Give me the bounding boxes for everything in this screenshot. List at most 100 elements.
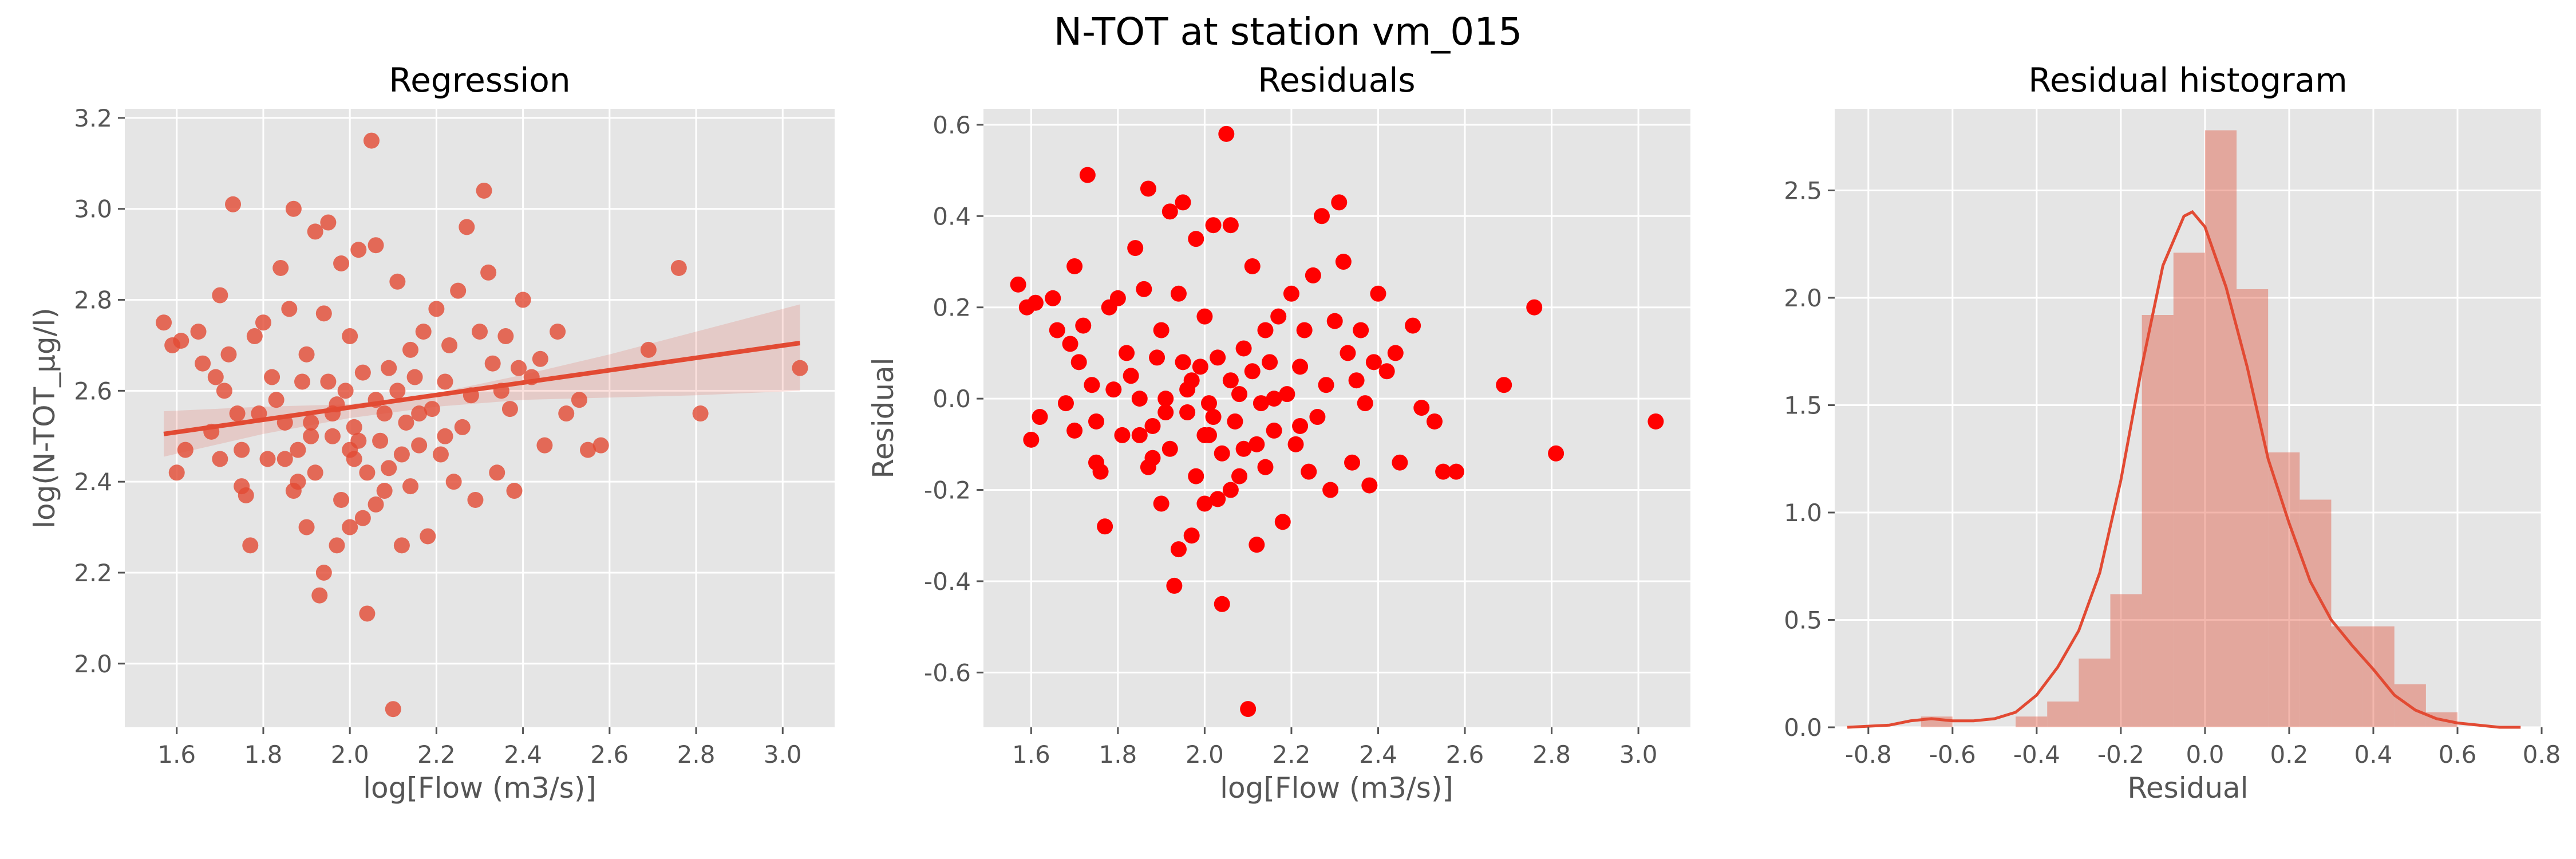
residuals-ytick-label: -0.6	[924, 659, 971, 687]
regression-point	[354, 510, 371, 526]
residuals-point	[1370, 285, 1386, 302]
residuals-point	[1309, 409, 1326, 425]
regression-point	[381, 460, 397, 476]
regression-point	[320, 373, 337, 390]
regression-xtick-label: 2.8	[677, 740, 716, 769]
residuals-point	[1413, 400, 1430, 416]
histogram-xtick-label: 0.6	[2439, 740, 2477, 769]
regression-point	[259, 451, 276, 467]
residuals-point	[1196, 495, 1213, 512]
regression-data	[156, 132, 808, 718]
residuals-point	[1153, 322, 1170, 338]
residuals-point	[1092, 463, 1109, 480]
residuals-panel: 1.6 1.8 2.0 2.2 2.4 2.6 2.8 3.0 -0.6 -0.4 -0.2 0.0 0…	[867, 61, 1690, 805]
residuals-point	[1249, 537, 1265, 553]
regression-point	[381, 360, 397, 376]
residuals-point	[1057, 395, 1074, 412]
regression-point	[472, 324, 488, 340]
regression-point	[315, 565, 332, 581]
histogram-ytick-label: 1.5	[1784, 392, 1822, 420]
regression-point	[255, 314, 271, 331]
residuals-point	[1283, 285, 1299, 302]
histogram-xtick-label: 0.2	[2270, 740, 2309, 769]
residuals-xtick-label: 1.8	[1099, 740, 1137, 769]
regression-point	[156, 314, 172, 331]
regression-xtick-label: 3.0	[764, 740, 802, 769]
regression-point	[168, 464, 185, 481]
residuals-point	[1361, 477, 1378, 494]
regression-point	[207, 369, 224, 385]
regression-point	[389, 273, 406, 290]
regression-point	[238, 487, 254, 503]
histogram-bar	[2204, 130, 2237, 727]
regression-point	[411, 405, 428, 422]
regression-xtick-label: 1.8	[244, 740, 283, 769]
residuals-point	[1205, 409, 1222, 425]
residuals-data	[1010, 125, 1664, 718]
histogram-panel: -0.8 -0.6 -0.4 -0.2 0.0 0.2 0.4 0.6 0.8 0.0 0.5 1.0…	[1784, 61, 2561, 805]
regression-point	[359, 464, 376, 481]
residuals-point	[1205, 217, 1222, 234]
regression-point	[320, 214, 337, 231]
regression-point	[285, 200, 302, 217]
regression-point	[342, 519, 358, 535]
histogram-bar	[2079, 659, 2111, 727]
regression-xtick-label: 2.6	[590, 740, 629, 769]
residuals-point	[1240, 701, 1257, 718]
residuals-point	[1175, 354, 1191, 371]
residuals-xtick-label: 1.6	[1012, 740, 1050, 769]
regression-point	[294, 373, 310, 390]
histogram-bar	[2173, 253, 2205, 727]
regression-point	[411, 437, 428, 454]
residuals-point	[1526, 299, 1543, 316]
regression-ytick-label: 2.8	[74, 286, 112, 314]
residuals-point	[1062, 336, 1078, 352]
regression-point	[216, 383, 232, 399]
residuals-ytick-label: 0.0	[933, 385, 971, 413]
residuals-point	[1331, 194, 1348, 211]
residuals-point	[1326, 313, 1343, 329]
residuals-point	[1196, 427, 1213, 443]
residuals-ytick-label: 0.4	[933, 202, 971, 230]
regression-point	[402, 341, 419, 358]
regression-point	[190, 324, 207, 340]
regression-point	[298, 346, 315, 362]
histogram-ytick-label: 0.0	[1784, 714, 1822, 742]
residuals-xtick-label: 3.0	[1619, 740, 1658, 769]
regression-point	[445, 474, 462, 490]
regression-point	[363, 132, 380, 149]
residuals-point	[1157, 391, 1174, 407]
regression-point	[511, 360, 527, 376]
residuals-point	[1305, 267, 1321, 283]
regression-point	[272, 259, 289, 276]
residuals-point	[1070, 354, 1087, 371]
residuals-point	[1548, 445, 1564, 462]
regression-point	[315, 305, 332, 322]
histogram-xtick-label: 0.0	[2186, 740, 2225, 769]
residuals-ylabel: Residual	[867, 357, 900, 478]
residuals-point	[1105, 381, 1122, 398]
residuals-point	[1222, 482, 1239, 498]
regression-xtick-label: 1.6	[157, 740, 196, 769]
residuals-point	[1378, 363, 1395, 380]
histogram-bar	[2110, 594, 2142, 727]
residuals-point	[1426, 413, 1443, 430]
regression-point	[402, 478, 419, 495]
regression-panel: 1.6 1.8 2.0 2.2 2.4 2.6 2.8 3.0 2.0 2.2 2.4 2.6 2.8 3…	[28, 61, 835, 805]
regression-ytick-label: 3.2	[74, 104, 112, 132]
residuals-point	[1183, 527, 1200, 544]
residuals-point	[1144, 450, 1161, 466]
regression-point	[489, 464, 505, 481]
residuals-point	[1179, 404, 1196, 421]
residuals-point	[1392, 454, 1408, 471]
regression-xtick-label: 2.0	[331, 740, 369, 769]
residuals-point	[1313, 208, 1330, 224]
residuals-point	[1119, 345, 1135, 361]
regression-point	[398, 414, 414, 431]
histogram-bar	[2268, 452, 2300, 727]
regression-point	[225, 196, 242, 212]
regression-point	[376, 405, 393, 422]
regression-point	[558, 405, 575, 422]
residuals-point	[1114, 427, 1131, 443]
histogram-bar	[2016, 716, 2048, 727]
